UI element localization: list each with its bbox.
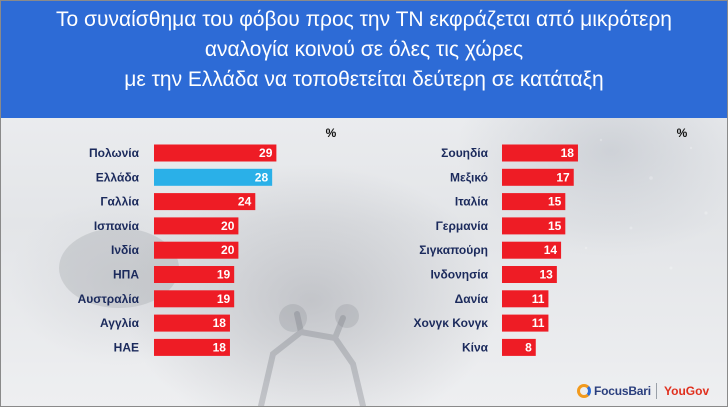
category-label: Δανία <box>455 292 489 306</box>
category-label: Αυστραλία <box>78 292 140 306</box>
bar-value-label: 17 <box>556 170 570 184</box>
bar-value-label: 19 <box>217 268 231 282</box>
bar-value-label: 8 <box>525 340 532 354</box>
focusbari-mark-icon <box>577 384 591 398</box>
bar-value-label: 15 <box>548 219 562 233</box>
category-label: Γερμανία <box>436 219 489 233</box>
focusbari-logo: FocusBari <box>577 381 651 401</box>
category-label: Ινδονησία <box>430 268 488 282</box>
percent-unit-label: % <box>326 126 337 140</box>
bar <box>154 338 230 356</box>
bar-value-label: 11 <box>532 292 545 306</box>
bar-value-label: 28 <box>255 170 269 184</box>
title-line-1: Το συναίσθημα του φόβου προς την ΤΝ εκφρ… <box>56 8 672 31</box>
yougov-wordmark: YouGov <box>664 384 710 398</box>
bar <box>154 217 239 235</box>
bar <box>502 144 578 162</box>
category-label: Ισπανία <box>94 219 140 233</box>
category-label: Πολωνία <box>89 146 140 160</box>
bar-value-label: 18 <box>561 146 575 160</box>
logo-divider <box>656 383 657 399</box>
bar <box>502 193 566 211</box>
bar <box>502 241 562 259</box>
category-label: Χονγκ Κονγκ <box>414 316 489 330</box>
bar <box>502 314 549 332</box>
category-label: ΗΑΕ <box>114 340 139 354</box>
bar <box>502 290 549 308</box>
bar <box>154 290 235 308</box>
background-robot-illustration <box>59 138 708 406</box>
bar-value-label: 14 <box>544 243 558 257</box>
bar <box>154 193 256 211</box>
bar-value-label: 15 <box>548 195 562 209</box>
category-label: Ελλάδα <box>96 170 140 184</box>
category-label: Κίνα <box>462 340 489 354</box>
bar-value-label: 13 <box>540 268 554 282</box>
category-label: Σουηδία <box>441 146 488 160</box>
bar <box>154 144 277 162</box>
bar-value-label: 29 <box>259 146 273 160</box>
percent-unit-label: % <box>677 126 688 140</box>
bar-value-label: 24 <box>238 195 252 209</box>
bar-highlighted <box>154 168 273 186</box>
bar <box>502 168 574 186</box>
bar-value-label: 18 <box>213 316 227 330</box>
category-label: Αγγλία <box>100 316 140 330</box>
category-label: Γαλλία <box>100 195 139 209</box>
bar <box>502 338 536 356</box>
bar <box>154 241 239 259</box>
title-line-3: με την Ελλάδα να τοποθετείται δεύτερη σε… <box>124 68 604 91</box>
bar-value-label: 20 <box>221 243 235 257</box>
bar-panel-2: % Σουηδία 18 Μεξικό 17 Ιταλία 15 Γερμανία 15 Σιγκ… <box>414 126 688 356</box>
bar-value-label: 19 <box>217 292 231 306</box>
bar-value-label: 11 <box>532 316 545 330</box>
bar-chart-area: % Πολωνία 29 Ελλάδα 28 Γαλλία 24 Ισπανία 20 Ινδία… <box>78 126 688 356</box>
title-line-2: αναλογία κοινού σε όλες τις χώρες <box>204 38 524 61</box>
bar-value-label: 20 <box>221 219 235 233</box>
bar <box>502 266 557 283</box>
category-label: ΗΠΑ <box>113 268 139 282</box>
category-label: Μεξικό <box>450 170 488 184</box>
category-label: Ινδία <box>111 243 140 257</box>
bar <box>154 266 235 283</box>
title-banner: Το συναίσθημα του φόβου προς την ΤΝ εκφρ… <box>1 1 727 118</box>
bar-panel-1: % Πολωνία 29 Ελλάδα 28 Γαλλία 24 Ισπανία 20 Ινδία… <box>78 126 337 356</box>
bar-value-label: 18 <box>213 340 227 354</box>
bar <box>502 217 566 235</box>
category-label: Ιταλία <box>455 195 489 209</box>
focusbari-wordmark: FocusBari <box>594 384 651 398</box>
logo-strip: FocusBari YouGov <box>577 381 722 401</box>
bar <box>154 314 230 332</box>
category-label: Σιγκαπούρη <box>419 243 488 257</box>
